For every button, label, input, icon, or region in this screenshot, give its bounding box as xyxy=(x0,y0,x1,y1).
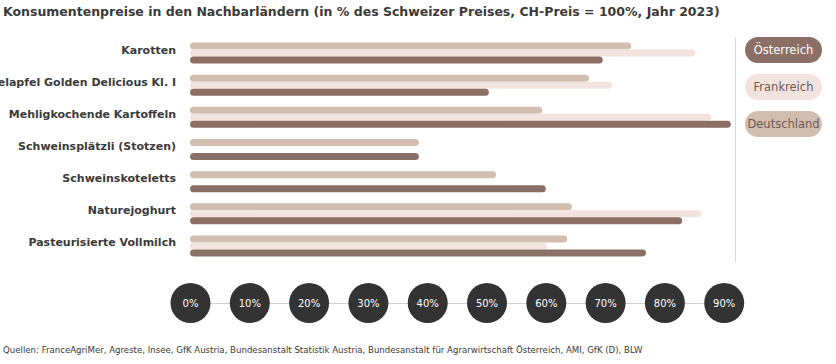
legend-item: Österreich xyxy=(745,37,822,63)
y-tick-label: Pasteurisierte Vollmilch xyxy=(28,236,176,249)
legend-item: Deutschland xyxy=(745,111,822,137)
x-tick: 0% xyxy=(171,283,211,323)
bar xyxy=(190,121,731,128)
x-tick-badge xyxy=(289,283,329,323)
y-tick-label: Schweinskoteletts xyxy=(62,172,176,185)
x-tick: 30% xyxy=(348,283,388,323)
legend: Österreich Frankreich Deutschland xyxy=(745,37,822,137)
bar xyxy=(190,217,682,224)
x-tick-label: 20% xyxy=(298,298,320,309)
bar xyxy=(190,82,612,89)
bar xyxy=(190,203,572,210)
x-tick: 20% xyxy=(289,283,329,323)
legend-label: Österreich xyxy=(754,41,814,57)
x-tick-badge xyxy=(704,283,744,323)
x-tick-badge xyxy=(408,283,448,323)
y-axis: Karotten Tafelapfel Golden Delicious Kl. … xyxy=(0,44,176,250)
bar xyxy=(190,50,695,57)
bar xyxy=(190,107,542,114)
y-tick-label: Naturejoghurt xyxy=(88,204,176,217)
x-tick: 40% xyxy=(408,283,448,323)
y-tick: Mehligkochende Kartoffeln xyxy=(9,108,176,121)
chart: Konsumentenpreise in den Nachbarländern … xyxy=(0,0,836,364)
bar xyxy=(190,57,603,64)
plot-frame xyxy=(735,37,736,262)
bars xyxy=(190,43,731,257)
x-axis: 0% 10% 20% 30% 40% 50% 60% 70% 80% 90% xyxy=(171,283,745,323)
y-tick: Schweinsplätzli (Stotzen) xyxy=(18,140,176,153)
x-tick-badge xyxy=(467,283,507,323)
legend-label: Deutschland xyxy=(747,117,819,131)
x-tick-label: 40% xyxy=(417,298,439,309)
bar xyxy=(190,139,419,146)
bar xyxy=(190,75,589,82)
x-tick: 80% xyxy=(645,283,685,323)
y-tick: Pasteurisierte Vollmilch xyxy=(28,236,176,249)
y-tick: Schweinskoteletts xyxy=(62,172,176,185)
x-tick-label: 50% xyxy=(476,298,498,309)
legend-swatch xyxy=(745,111,822,137)
x-tick: 90% xyxy=(704,283,744,323)
legend-swatch xyxy=(745,74,822,100)
x-tick-label: 90% xyxy=(713,298,735,309)
legend-label: Frankreich xyxy=(754,80,814,94)
bar xyxy=(190,249,646,256)
bar xyxy=(190,171,496,178)
x-tick-label: 30% xyxy=(357,298,379,309)
bar xyxy=(190,210,701,217)
y-tick-label: Mehligkochende Kartoffeln xyxy=(9,108,176,121)
x-tick-badge xyxy=(526,283,566,323)
x-tick: 70% xyxy=(586,283,626,323)
title: Konsumentenpreise in den Nachbarländern … xyxy=(3,4,720,19)
x-tick: 60% xyxy=(526,283,566,323)
x-tick-label: 10% xyxy=(239,298,261,309)
y-tick-label: Karotten xyxy=(121,44,176,57)
bar xyxy=(190,89,489,96)
x-tick: 50% xyxy=(467,283,507,323)
x-tick-badge xyxy=(230,283,270,323)
bar xyxy=(190,242,547,249)
y-tick-label: Tafelapfel Golden Delicious Kl. I xyxy=(0,76,176,89)
bar xyxy=(190,185,546,192)
x-tick-label: 80% xyxy=(654,298,676,309)
bar xyxy=(190,153,419,160)
x-tick-badge xyxy=(645,283,685,323)
bar xyxy=(190,114,711,121)
y-tick: Naturejoghurt xyxy=(88,204,176,217)
x-tick-badge xyxy=(171,283,211,323)
x-tick: 10% xyxy=(230,283,270,323)
legend-item: Frankreich xyxy=(745,74,822,100)
y-tick: Karotten xyxy=(121,44,176,57)
legend-swatch xyxy=(745,37,822,63)
y-tick: Tafelapfel Golden Delicious Kl. I xyxy=(0,76,176,89)
source: Quellen: FranceAgriMer, Agreste, Insee, … xyxy=(3,345,643,355)
x-tick-badge xyxy=(348,283,388,323)
bar xyxy=(190,43,631,50)
x-tick-badge xyxy=(586,283,626,323)
x-tick-label: 60% xyxy=(535,298,557,309)
y-tick-label: Schweinsplätzli (Stotzen) xyxy=(18,140,176,153)
x-tick-label: 70% xyxy=(594,298,616,309)
x-tick-label: 0% xyxy=(183,298,199,309)
bar xyxy=(190,235,567,242)
